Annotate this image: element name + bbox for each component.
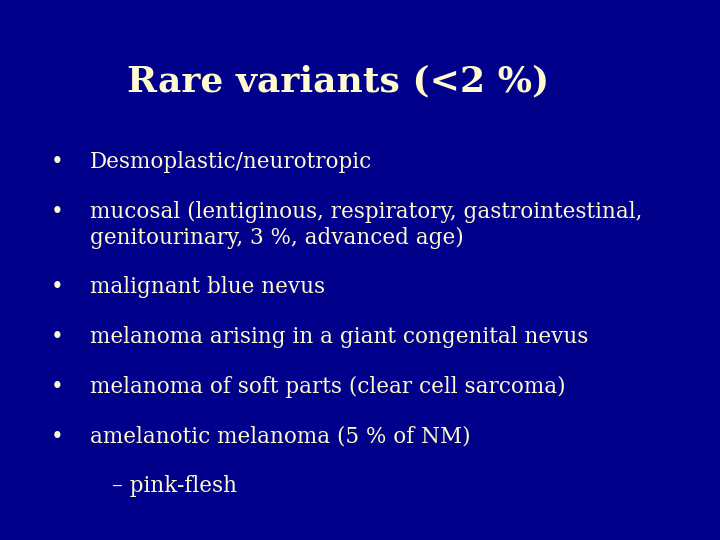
Text: Desmoplastic/neurotropic: Desmoplastic/neurotropic [90, 151, 372, 173]
Text: •: • [50, 276, 63, 299]
Text: Rare variants (<2 %): Rare variants (<2 %) [127, 65, 549, 99]
Text: melanoma arising in a giant congenital nevus: melanoma arising in a giant congenital n… [90, 326, 588, 348]
Text: – pink-flesh: – pink-flesh [112, 475, 237, 497]
Text: •: • [50, 326, 63, 348]
Text: •: • [50, 201, 63, 223]
Text: •: • [50, 151, 63, 173]
Text: malignant blue nevus: malignant blue nevus [90, 276, 325, 299]
Text: amelanotic melanoma (5 % of NM): amelanotic melanoma (5 % of NM) [90, 426, 471, 448]
Text: •: • [50, 426, 63, 448]
Text: •: • [50, 376, 63, 398]
Text: mucosal (lentiginous, respiratory, gastrointestinal,
genitourinary, 3 %, advance: mucosal (lentiginous, respiratory, gastr… [90, 201, 642, 249]
Text: melanoma of soft parts (clear cell sarcoma): melanoma of soft parts (clear cell sarco… [90, 376, 566, 398]
